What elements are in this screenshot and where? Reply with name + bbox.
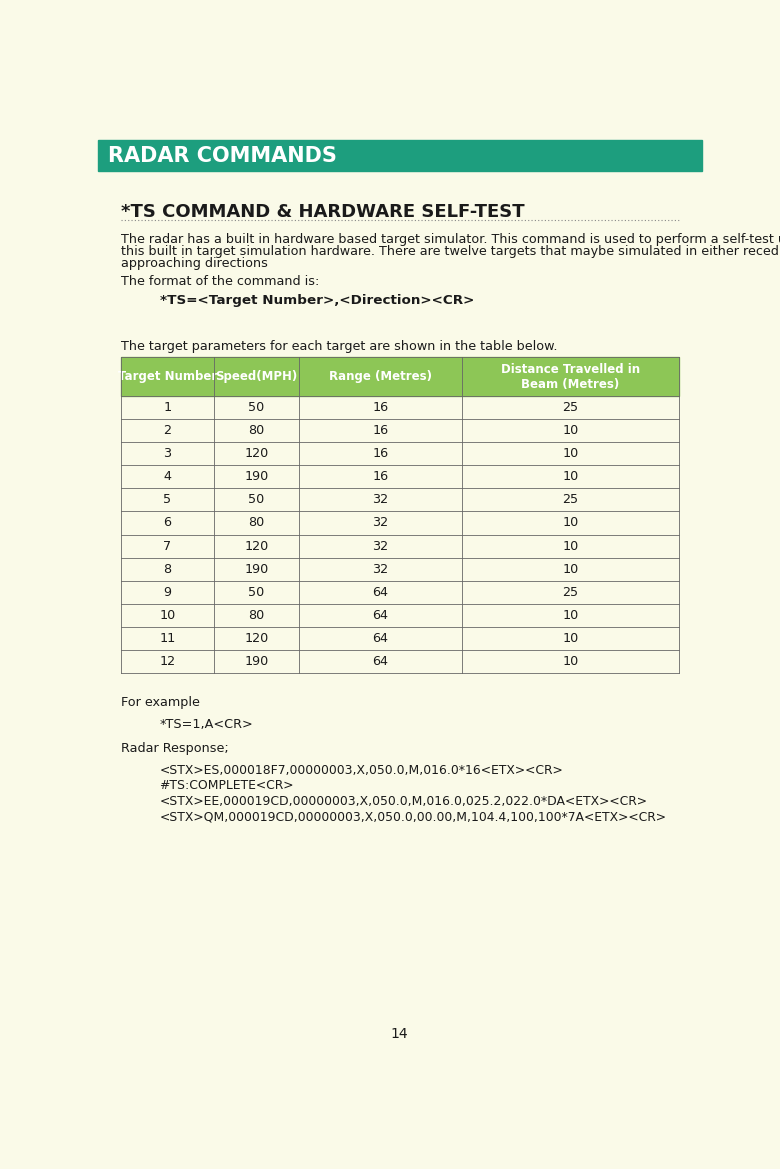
Bar <box>121 358 679 396</box>
Text: 5: 5 <box>163 493 172 506</box>
Text: 2: 2 <box>163 424 172 437</box>
Text: Speed(MPH): Speed(MPH) <box>215 371 297 383</box>
Bar <box>98 140 702 171</box>
Text: 16: 16 <box>372 448 388 461</box>
Text: this built in target simulation hardware. There are twelve targets that maybe si: this built in target simulation hardware… <box>121 245 780 258</box>
Text: The format of the command is:: The format of the command is: <box>121 275 319 288</box>
Text: 16: 16 <box>372 470 388 483</box>
Text: For example: For example <box>121 697 200 710</box>
Text: 190: 190 <box>244 655 268 667</box>
Text: 10: 10 <box>562 470 579 483</box>
Text: 14: 14 <box>391 1028 409 1042</box>
Text: 10: 10 <box>159 609 176 622</box>
Text: 50: 50 <box>248 586 264 599</box>
Text: 10: 10 <box>562 655 579 667</box>
Text: Target Number: Target Number <box>118 371 217 383</box>
Text: <STX>EE,000019CD,00000003,X,050.0,M,016.0,025.2,022.0*DA<ETX><CR>: <STX>EE,000019CD,00000003,X,050.0,M,016.… <box>159 795 647 808</box>
Text: 64: 64 <box>372 586 388 599</box>
Text: 25: 25 <box>562 586 578 599</box>
Text: 80: 80 <box>248 609 264 622</box>
Text: 32: 32 <box>372 540 388 553</box>
Text: 1: 1 <box>163 401 172 414</box>
Text: 10: 10 <box>562 424 579 437</box>
Text: 10: 10 <box>562 609 579 622</box>
Text: 3: 3 <box>163 448 172 461</box>
Text: 190: 190 <box>244 470 268 483</box>
Text: *TS COMMAND & HARDWARE SELF-TEST: *TS COMMAND & HARDWARE SELF-TEST <box>121 203 524 221</box>
Text: *TS=<Target Number>,<Direction><CR>: *TS=<Target Number>,<Direction><CR> <box>159 295 474 307</box>
Text: approaching directions: approaching directions <box>121 257 268 270</box>
Text: 6: 6 <box>163 517 172 530</box>
Text: 120: 120 <box>244 632 268 645</box>
Text: #TS:COMPLETE<CR>: #TS:COMPLETE<CR> <box>159 780 294 793</box>
Text: 25: 25 <box>562 401 578 414</box>
Text: 8: 8 <box>163 562 172 575</box>
Text: Range (Metres): Range (Metres) <box>329 371 432 383</box>
Text: 64: 64 <box>372 609 388 622</box>
Text: 64: 64 <box>372 632 388 645</box>
Text: The radar has a built in hardware based target simulator. This command is used t: The radar has a built in hardware based … <box>121 233 780 245</box>
Text: 11: 11 <box>159 632 176 645</box>
Text: 32: 32 <box>372 517 388 530</box>
Text: <STX>QM,000019CD,00000003,X,050.0,00.00,M,104.4,100,100*7A<ETX><CR>: <STX>QM,000019CD,00000003,X,050.0,00.00,… <box>159 810 666 823</box>
Text: 16: 16 <box>372 401 388 414</box>
Text: 10: 10 <box>562 632 579 645</box>
Text: <STX>ES,000018F7,00000003,X,050.0,M,016.0*16<ETX><CR>: <STX>ES,000018F7,00000003,X,050.0,M,016.… <box>159 765 563 777</box>
Text: 50: 50 <box>248 401 264 414</box>
Text: 10: 10 <box>562 540 579 553</box>
Text: 25: 25 <box>562 493 578 506</box>
Text: Distance Travelled in
Beam (Metres): Distance Travelled in Beam (Metres) <box>501 362 640 390</box>
Text: The target parameters for each target are shown in the table below.: The target parameters for each target ar… <box>121 340 557 353</box>
Text: 190: 190 <box>244 562 268 575</box>
Text: 16: 16 <box>372 424 388 437</box>
Text: Radar Response;: Radar Response; <box>121 742 229 755</box>
Text: 4: 4 <box>163 470 172 483</box>
Text: *TS=1,A<CR>: *TS=1,A<CR> <box>159 718 254 731</box>
Text: 120: 120 <box>244 448 268 461</box>
Text: 32: 32 <box>372 562 388 575</box>
Text: 80: 80 <box>248 424 264 437</box>
Text: 10: 10 <box>562 562 579 575</box>
Text: 120: 120 <box>244 540 268 553</box>
Text: 32: 32 <box>372 493 388 506</box>
Text: 12: 12 <box>159 655 176 667</box>
Text: 50: 50 <box>248 493 264 506</box>
Text: 7: 7 <box>163 540 172 553</box>
Text: 10: 10 <box>562 517 579 530</box>
Text: 80: 80 <box>248 517 264 530</box>
Text: 10: 10 <box>562 448 579 461</box>
Text: 64: 64 <box>372 655 388 667</box>
Text: 9: 9 <box>163 586 172 599</box>
Text: RADAR COMMANDS: RADAR COMMANDS <box>108 146 337 166</box>
